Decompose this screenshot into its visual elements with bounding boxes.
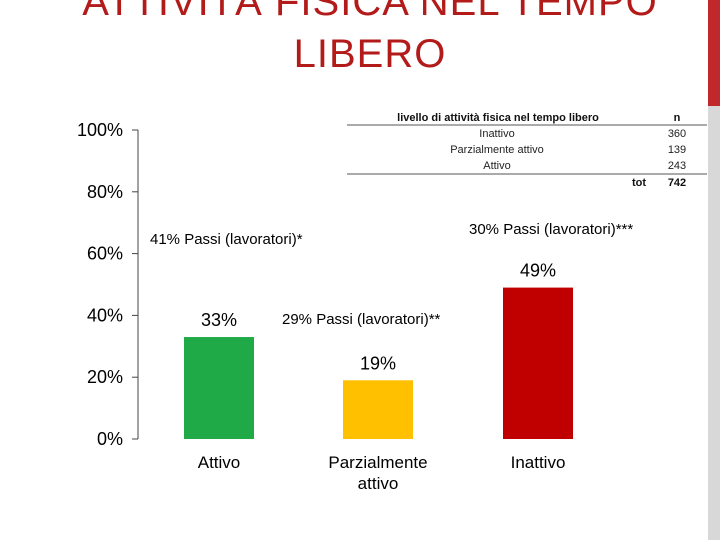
table-row-3-label: Attivo <box>483 160 511 172</box>
bar-2 <box>343 380 413 439</box>
table-row-1-label: Inattivo <box>479 128 514 140</box>
table-row-2-n: 139 <box>668 144 686 156</box>
counts-table: livello di attività fisica nel tempo lib… <box>347 112 707 189</box>
labels: 33% 19% 49% Attivo Parzialmente attivo Inattiv… <box>150 221 633 493</box>
table-total-label: tot <box>632 177 646 189</box>
x-label-3: Inattivo <box>511 453 566 472</box>
y-tick-label-0: 0% <box>97 429 123 449</box>
y-tick-label-80: 80% <box>87 182 123 202</box>
x-label-1: Attivo <box>198 453 241 472</box>
right-edge-bar <box>708 0 720 540</box>
table-row-1-n: 360 <box>668 128 686 140</box>
table-total-n: 742 <box>668 177 686 189</box>
annotation-1: 41% Passi (lavoratori)* <box>150 231 303 248</box>
slide-title-line-2: LIBERO <box>293 32 447 76</box>
y-tick-label-60: 60% <box>87 244 123 264</box>
x-label-2-line-2: attivo <box>358 474 399 493</box>
y-tick-label-100: 100% <box>77 120 123 140</box>
table-row-3-n: 243 <box>668 160 686 172</box>
data-label-3: 49% <box>520 261 556 281</box>
bar-1 <box>184 337 254 439</box>
y-tick-label-40: 40% <box>87 305 123 325</box>
bar-3 <box>503 287 573 439</box>
y-tick-label-20: 20% <box>87 367 123 387</box>
chart-panel <box>56 106 706 540</box>
annotation-2: 29% Passi (lavoratori)** <box>282 311 441 328</box>
table-header-n: n <box>674 112 681 124</box>
x-label-2-line-1: Parzialmente <box>328 453 427 472</box>
data-label-1: 33% <box>201 310 237 330</box>
table-row-2-label: Parzialmente attivo <box>450 144 544 156</box>
data-label-2: 19% <box>360 353 396 373</box>
slide-title: ATTIVITÀ FISICA NEL TEMPO LIBERO <box>0 0 720 80</box>
table-header-level: livello di attività fisica nel tempo lib… <box>397 112 599 124</box>
bars <box>184 287 573 439</box>
annotation-3: 30% Passi (lavoratori)*** <box>469 221 633 238</box>
y-axis: 0% 20% 40% 60% 80% 100% <box>77 120 139 449</box>
right-edge-accent <box>708 0 720 106</box>
slide-title-line-1: ATTIVITÀ FISICA NEL TEMPO <box>82 0 658 24</box>
